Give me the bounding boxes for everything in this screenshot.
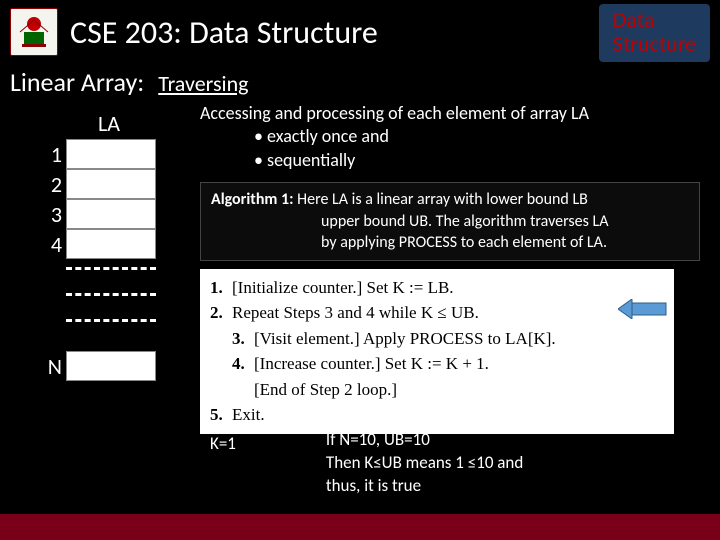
k-value: K=1	[210, 433, 236, 454]
step-row: 4.[Increase counter.] Set K := K + 1.	[232, 351, 664, 377]
array-index: N	[36, 353, 62, 380]
course-badge: Data Structure	[599, 4, 710, 62]
note: If N=10, UB=10 Then K≤UB means 1 ≤10 and…	[326, 429, 523, 498]
badge-line2: Structure	[613, 32, 696, 56]
array-index: 1	[36, 141, 62, 168]
step-row: 5.Exit.	[210, 402, 664, 428]
algo-line2: upper bound UB. The algorithm traverses …	[321, 211, 689, 233]
array-row: N	[36, 351, 156, 381]
step-3: [Visit element.] Apply PROCESS to LA[K].	[254, 326, 556, 352]
array-index: 2	[36, 171, 62, 198]
step-4b: [End of Step 2 loop.]	[254, 377, 397, 403]
array-gap	[66, 267, 156, 293]
array-index: 4	[36, 231, 62, 258]
step-row: 3.[Visit element.] Apply PROCESS to LA[K…	[232, 326, 664, 352]
array-cell	[66, 199, 156, 229]
array-cell	[66, 229, 156, 259]
array-row: 4	[36, 229, 156, 259]
array-gap	[66, 319, 156, 345]
array-index: 3	[36, 201, 62, 228]
desc-bullet2: • sequentially	[254, 149, 700, 172]
array-cell	[66, 169, 156, 199]
note-line2: Then K≤UB means 1 ≤10 and	[326, 452, 523, 475]
desc-bullet1: • exactly once and	[254, 125, 700, 148]
description: Accessing and processing of each element…	[200, 102, 700, 172]
array-column: LA 1 2 3 4 N	[36, 110, 156, 381]
algo-line3: by applying PROCESS to each element of L…	[321, 232, 689, 254]
step-row: 1.[Initialize counter.] Set K := LB.	[210, 275, 664, 301]
subheader: Linear Array: Traversing	[0, 60, 720, 102]
step-row: [End of Step 2 loop.]	[232, 377, 664, 403]
course-title: CSE 203: Data Structure	[70, 13, 378, 52]
right-column: Accessing and processing of each element…	[200, 102, 700, 434]
slide-header: CSE 203: Data Structure Data Structure	[0, 0, 720, 60]
desc-line1: Accessing and processing of each element…	[200, 102, 700, 125]
array-row: 2	[36, 169, 156, 199]
steps-box: 1.[Initialize counter.] Set K := LB. 2.R…	[200, 269, 674, 434]
step-1: [Initialize counter.] Set K := LB.	[232, 275, 454, 301]
topic: Traversing	[158, 70, 248, 97]
badge-line1: Data	[613, 8, 696, 32]
algo-line1: Here LA is a linear array with lower bou…	[294, 190, 588, 209]
array-cell	[66, 351, 156, 381]
logo-icon	[14, 12, 54, 52]
footer-bar	[0, 514, 720, 540]
step-2: Repeat Steps 3 and 4 while K ≤ UB.	[232, 300, 479, 326]
array-row: 3	[36, 199, 156, 229]
array-label: LA	[64, 110, 154, 137]
array-cell	[66, 139, 156, 169]
content-area: LA 1 2 3 4 N Accessing and processing of…	[0, 102, 720, 502]
arrow-indicator-icon	[618, 299, 668, 319]
bottom-row: K=1 If N=10, UB=10 Then K≤UB means 1 ≤10…	[210, 429, 690, 498]
array-row: 1	[36, 139, 156, 169]
algorithm-box: Algorithm 1: Here LA is a linear array w…	[200, 182, 700, 261]
section-title: Linear Array:	[10, 66, 144, 98]
step-5: Exit.	[232, 402, 265, 428]
step-4: [Increase counter.] Set K := K + 1.	[254, 351, 489, 377]
note-line1: If N=10, UB=10	[326, 429, 523, 452]
algo-title: Algorithm 1:	[211, 190, 294, 209]
array-gap	[66, 293, 156, 319]
note-line3: thus, it is true	[326, 475, 523, 498]
step-row: 2.Repeat Steps 3 and 4 while K ≤ UB.	[210, 300, 664, 326]
university-logo	[10, 8, 58, 56]
